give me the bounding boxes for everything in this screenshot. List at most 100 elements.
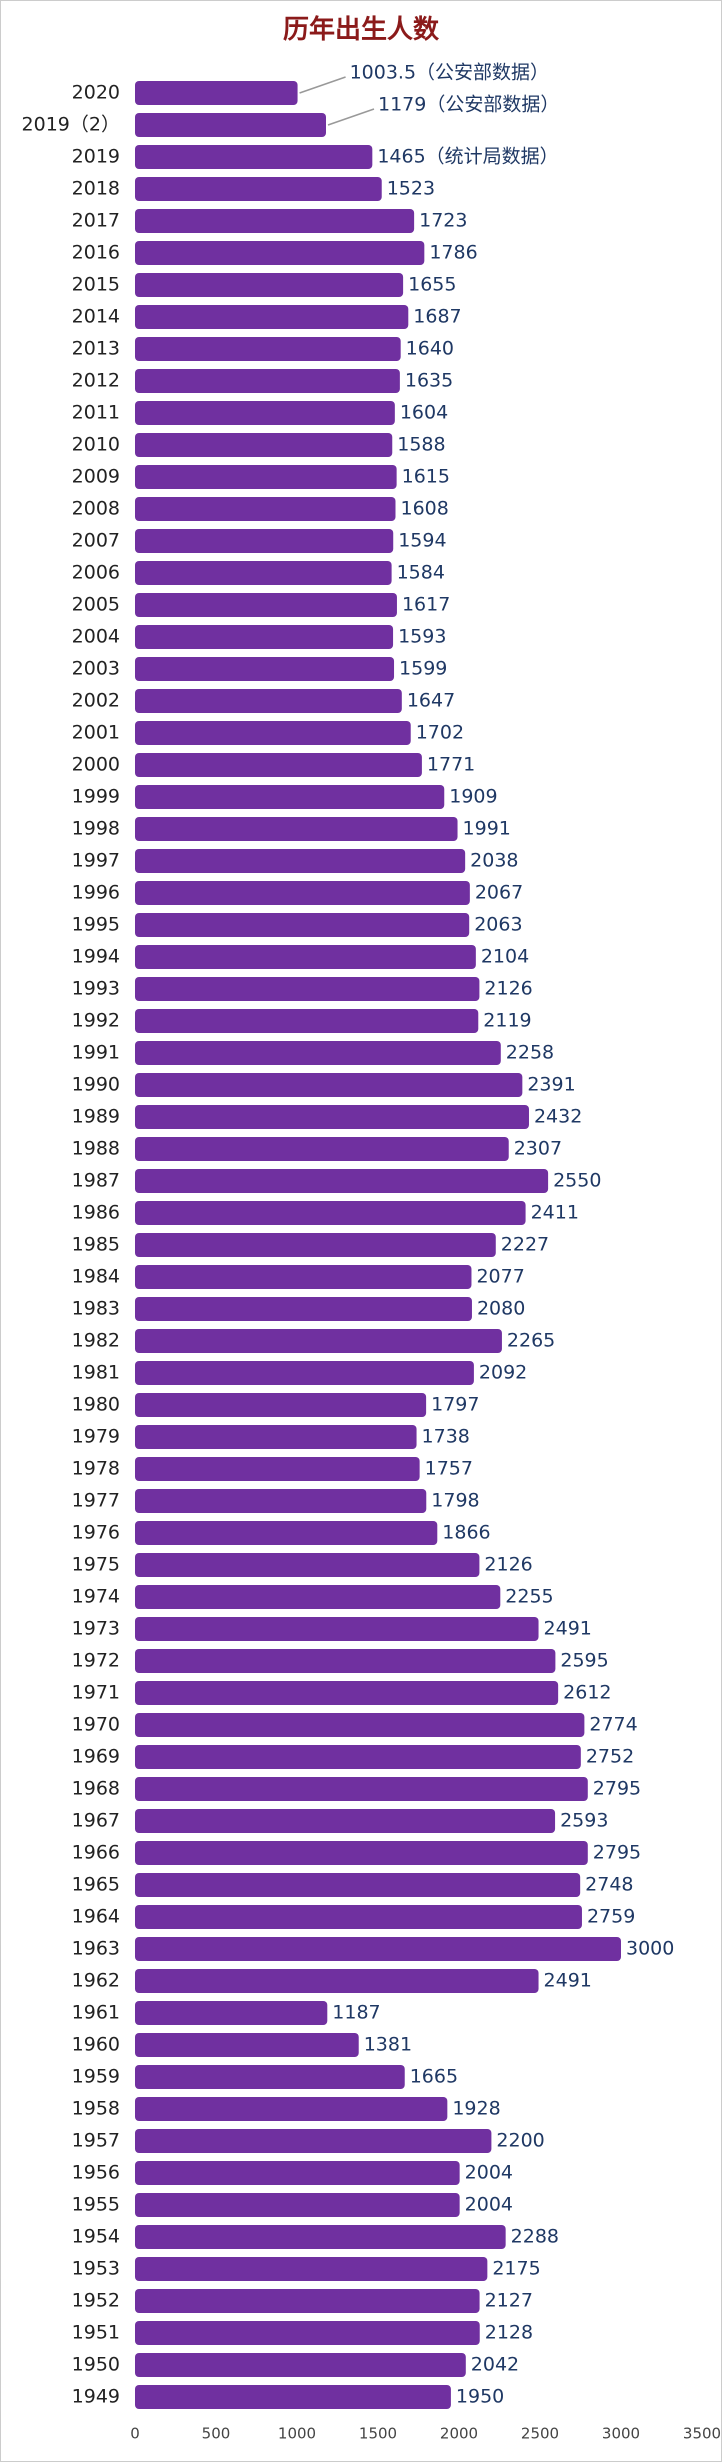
bar: [135, 1905, 582, 1929]
bar: [135, 2321, 480, 2345]
bar: [135, 1809, 556, 1833]
y-tick-label: 1987: [72, 1170, 120, 1192]
value-label: 2175: [492, 2258, 540, 2280]
value-label: 1381: [364, 2034, 412, 2056]
bar: [135, 1041, 501, 1065]
y-tick-label: 2010: [72, 434, 120, 456]
y-tick-label: 1953: [72, 2258, 120, 2280]
y-tick-label: 2003: [72, 658, 120, 680]
bar: [135, 689, 402, 713]
bar: [135, 1265, 472, 1289]
value-label: 2042: [471, 2354, 519, 2376]
y-tick-label: 1957: [72, 2130, 120, 2152]
value-label: 2752: [586, 1746, 634, 1768]
y-tick-label: 1964: [72, 1906, 120, 1928]
bar: [135, 177, 382, 201]
value-label: 1604: [400, 402, 448, 424]
bar: [135, 2097, 448, 2121]
y-tick-label: 1986: [72, 1202, 120, 1224]
y-tick-label: 2013: [72, 338, 120, 360]
bar: [135, 465, 397, 489]
value-label: 1928: [452, 2098, 500, 2120]
y-tick-label: 1962: [72, 1970, 120, 1992]
y-tick-label: 2015: [72, 274, 120, 296]
bar: [135, 113, 326, 137]
y-tick-label: 2011: [72, 402, 120, 424]
value-label: 1523: [387, 178, 435, 200]
value-label: 2092: [479, 1362, 527, 1384]
value-label: 2411: [531, 1202, 579, 1224]
value-label: 2258: [506, 1042, 554, 1064]
value-label: 1950: [456, 2386, 504, 2408]
value-label: 2004: [465, 2162, 513, 2184]
value-label: 2255: [505, 1586, 553, 1608]
bar: [135, 1073, 523, 1097]
bar: [135, 1297, 472, 1321]
y-tick-label: 1973: [72, 1618, 120, 1640]
y-tick-label: 1999: [72, 786, 120, 808]
value-label: 2550: [553, 1170, 601, 1192]
y-tick-label: 1992: [72, 1010, 120, 1032]
value-label: 2432: [534, 1106, 582, 1128]
value-label: 1608: [400, 498, 448, 520]
bar: [135, 1233, 496, 1257]
y-tick-label: 1949: [72, 2386, 120, 2408]
y-tick-label: 1969: [72, 1746, 120, 1768]
value-label: 1702: [416, 722, 464, 744]
y-tick-label: 1991: [72, 1042, 120, 1064]
x-tick-label: 2000: [440, 2425, 478, 2443]
leader-line: [299, 76, 346, 94]
bar: [135, 2193, 460, 2217]
y-tick-label: 2005: [72, 594, 120, 616]
bar: [135, 849, 466, 873]
value-label: 2004: [465, 2194, 513, 2216]
bar: [135, 945, 476, 969]
y-tick-label: 2007: [72, 530, 120, 552]
y-tick-label: 1967: [72, 1810, 120, 1832]
y-tick-label: 1958: [72, 2098, 120, 2120]
bar: [135, 1169, 549, 1193]
bar: [135, 401, 395, 425]
value-label: 2200: [496, 2130, 544, 2152]
value-label: 2126: [484, 1554, 532, 1576]
value-label: 2795: [593, 1778, 641, 1800]
y-tick-label: 1988: [72, 1138, 120, 1160]
value-label: 1798: [431, 1490, 479, 1512]
value-label: 2104: [481, 946, 529, 968]
y-tick-label: 1971: [72, 1682, 120, 1704]
value-label: 3000: [626, 1938, 674, 1960]
y-tick-label: 1998: [72, 818, 120, 840]
bar: [135, 305, 409, 329]
bar: [135, 1457, 420, 1481]
y-tick-label: 2014: [72, 306, 120, 328]
value-label: 2063: [474, 914, 522, 936]
value-label: 2491: [544, 1618, 592, 1640]
y-tick-label: 1959: [72, 2066, 120, 2088]
bar: [135, 1873, 581, 1897]
value-label: 1991: [463, 818, 511, 840]
bar: [135, 1713, 585, 1737]
value-label: 1179（公安部数据）: [378, 94, 559, 116]
x-tick-label: 3000: [602, 2425, 640, 2443]
value-label: 1187: [332, 2002, 380, 2024]
bar: [135, 2161, 460, 2185]
value-label: 2288: [511, 2226, 559, 2248]
x-tick-label: 1000: [278, 2425, 316, 2443]
y-tick-label: 1985: [72, 1234, 120, 1256]
value-label: 2119: [483, 1010, 531, 1032]
x-tick-label: 2500: [521, 2425, 559, 2443]
y-tick-label: 1978: [72, 1458, 120, 1480]
y-tick-label: 1968: [72, 1778, 120, 1800]
y-tick-label: 1984: [72, 1266, 120, 1288]
bar: [135, 1329, 502, 1353]
bar: [135, 241, 425, 265]
value-label: 1786: [429, 242, 477, 264]
bar: [135, 977, 480, 1001]
bar: [135, 625, 394, 649]
value-label: 1909: [449, 786, 497, 808]
bar: [135, 1969, 539, 1993]
bar: [135, 817, 458, 841]
y-tick-label: 1966: [72, 1842, 120, 1864]
value-label: 2795: [593, 1842, 641, 1864]
